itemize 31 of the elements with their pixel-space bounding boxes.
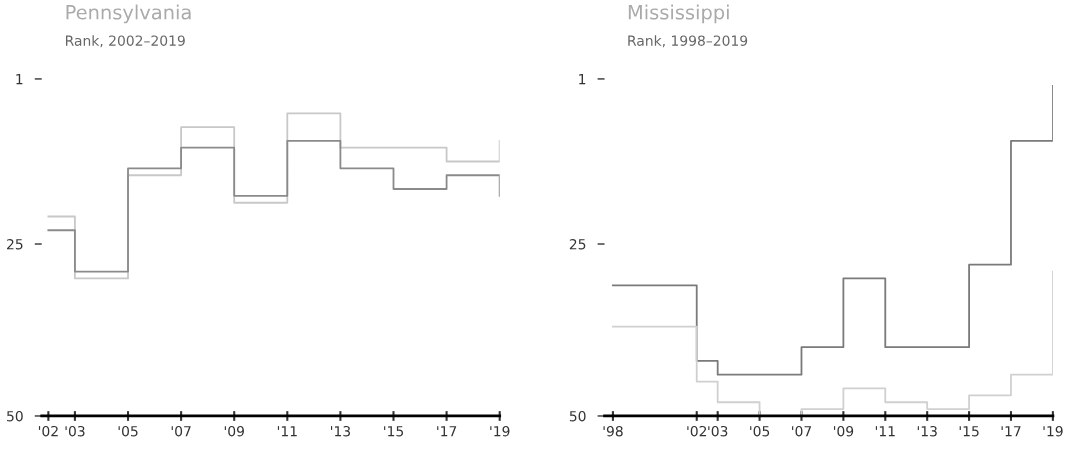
y-tick-label: 50 [569,410,586,422]
x-tick-label: '09 [833,425,854,437]
x-tick-label: '03 [708,425,728,437]
y-tick-label: 1 [16,74,23,85]
x-tick-label: '19 [1043,425,1063,437]
y-tick-label: 50 [7,410,23,422]
x-tick-label: '11 [875,426,895,437]
x-tick-label: '13 [917,425,937,437]
chart-title: Pennsylvania [66,4,191,24]
x-tick-label: '19 [490,425,510,437]
x-tick-label: '07 [171,425,191,437]
x-tick-label: '17 [1001,426,1021,437]
x-tick-label: '98 [603,425,623,437]
x-tick-label: '02 [687,425,707,437]
x-tick-label: '09 [224,425,244,437]
x-tick-label: '15 [384,426,404,437]
x-tick-label: '05 [118,425,138,437]
x-tick-label: '13 [330,425,351,437]
x-tick-label: '17 [437,426,457,437]
x-tick-label: '11 [277,426,297,437]
x-tick-label: '05 [750,425,770,437]
chart-title: Mississippi [628,4,729,24]
chart-subtitle: Rank, 2002–2019 [65,35,185,48]
x-tick-label: '03 [65,425,85,437]
x-tick-label: '07 [792,425,812,437]
x-tick-label: '15 [959,426,979,437]
y-tick-label: 25 [569,238,586,250]
x-tick-label: '02 [38,425,58,437]
y-tick-label: 1 [579,74,586,85]
y-tick-label: 25 [7,238,23,250]
chart-subtitle: Rank, 1998–2019 [628,35,748,48]
